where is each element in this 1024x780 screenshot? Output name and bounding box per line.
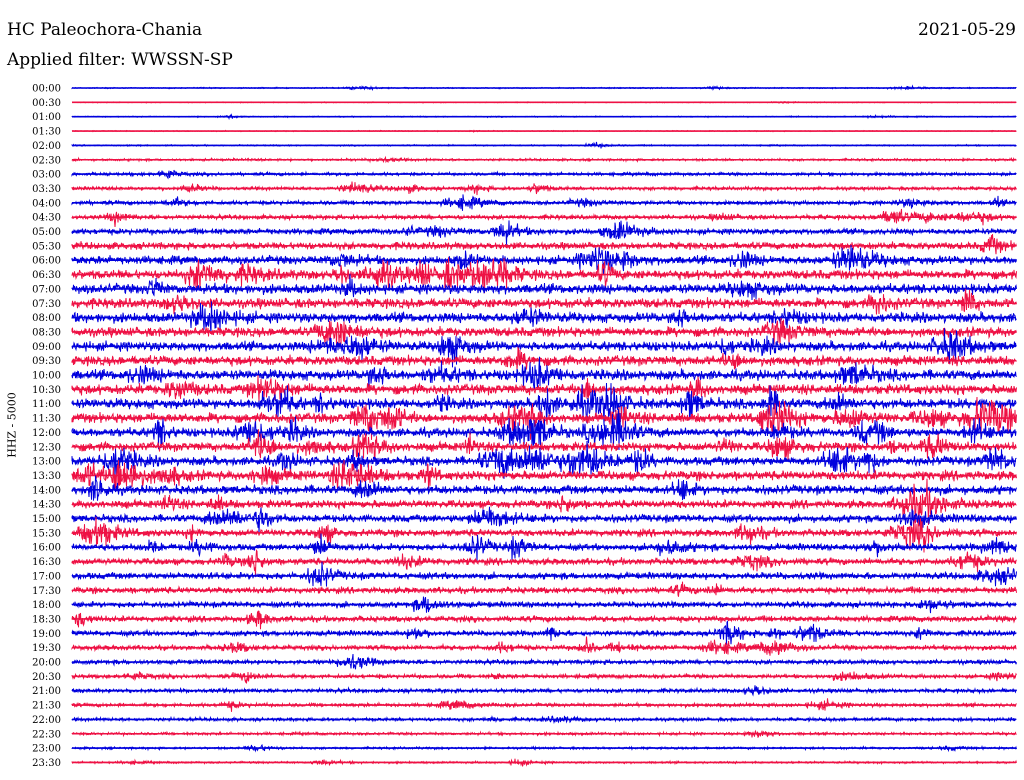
row-time-label: 04:30 <box>32 213 61 224</box>
row-time-label: 09:30 <box>32 356 61 367</box>
row-time-label: 22:30 <box>32 729 61 740</box>
row-time-label: 02:00 <box>32 141 61 152</box>
row-time-label: 23:00 <box>32 744 61 755</box>
row-time-label: 03:00 <box>32 170 61 181</box>
trace-row <box>71 345 1017 371</box>
trace-row <box>71 581 1017 597</box>
row-time-label: 19:00 <box>32 629 61 640</box>
row-time-label: 22:00 <box>32 715 61 726</box>
row-time-label: 11:00 <box>32 399 61 410</box>
trace-row <box>71 440 1017 479</box>
trace-row <box>71 317 1017 346</box>
trace-row <box>71 671 1017 684</box>
row-time-label: 04:00 <box>32 198 61 209</box>
row-time-label: 07:00 <box>32 284 61 295</box>
row-time-label: 18:00 <box>32 600 61 611</box>
row-time-label: 06:00 <box>32 256 61 267</box>
trace-row <box>71 460 1017 490</box>
row-time-label: 19:30 <box>32 643 61 654</box>
row-time-label: 05:30 <box>32 241 61 252</box>
trace-row <box>71 561 1017 587</box>
row-time-label: 14:00 <box>32 485 61 496</box>
trace-row <box>71 234 1017 255</box>
row-time-label: 11:30 <box>32 414 61 425</box>
trace-row <box>71 288 1017 315</box>
row-time-label: 15:00 <box>32 514 61 525</box>
row-time-label: 00:30 <box>32 98 61 109</box>
row-time-label: 14:30 <box>32 500 61 511</box>
trace-row <box>71 506 1017 534</box>
row-time-label: 21:00 <box>32 686 61 697</box>
row-time-label: 13:30 <box>32 471 61 482</box>
row-time-label: 08:30 <box>32 327 61 338</box>
filter-label: Applied filter: WWSSN-SP <box>7 50 233 70</box>
row-time-label: 12:30 <box>32 442 61 453</box>
row-time-label: 08:00 <box>32 313 61 324</box>
row-time-label: 01:30 <box>32 127 61 138</box>
trace-row <box>71 220 1017 245</box>
row-time-label: 05:00 <box>32 227 61 238</box>
row-time-label: 01:00 <box>32 112 61 123</box>
trace-row <box>71 620 1017 645</box>
row-time-label: 13:00 <box>32 457 61 468</box>
record-date: 2021-05-29 <box>917 20 1016 40</box>
row-time-label: 16:00 <box>32 543 61 554</box>
row-time-label: 03:30 <box>32 184 61 195</box>
trace-row <box>71 610 1017 630</box>
row-time-label: 21:30 <box>32 701 61 712</box>
row-time-label: 18:30 <box>32 614 61 625</box>
row-time-label: 00:00 <box>32 84 61 95</box>
trace-row <box>71 549 1017 576</box>
row-time-label: 20:00 <box>32 658 61 669</box>
row-time-label: 23:30 <box>32 758 61 769</box>
row-time-label: 02:30 <box>32 155 61 166</box>
row-time-label: 12:00 <box>32 428 61 439</box>
row-time-label: 15:30 <box>32 528 61 539</box>
trace-row <box>71 408 1017 451</box>
trace-row <box>71 516 1017 553</box>
row-time-label: 07:30 <box>32 299 61 310</box>
row-time-label: 16:30 <box>32 557 61 568</box>
row-time-label: 20:30 <box>32 672 61 683</box>
trace-row <box>71 636 1017 656</box>
trace-row <box>71 208 1017 228</box>
row-time-label: 17:30 <box>32 586 61 597</box>
row-time-label: 10:30 <box>32 385 61 396</box>
row-time-label: 09:00 <box>32 342 61 353</box>
station-title: HC Paleochora-Chania <box>7 20 203 40</box>
trace-row <box>71 301 1017 334</box>
row-time-label: 06:30 <box>32 270 61 281</box>
row-time-label: 10:00 <box>32 371 61 382</box>
row-time-label: 17:00 <box>32 571 61 582</box>
